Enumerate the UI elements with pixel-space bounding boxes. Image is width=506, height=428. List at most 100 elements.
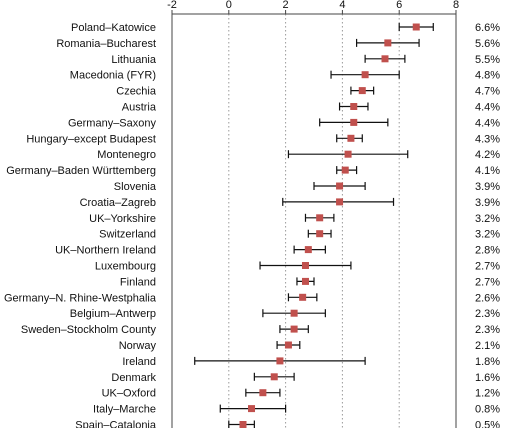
row-label: Slovenia (114, 181, 157, 193)
point-marker (284, 341, 292, 349)
row-label: Spain–Catalonia (75, 420, 157, 428)
point-marker (358, 87, 366, 95)
chart-rows: Poland–Katowice 6.6% Romania–Bucharest 5.6%… (4, 22, 500, 428)
point-marker (344, 150, 352, 158)
row-label: UK–Oxford (102, 388, 156, 400)
point-marker (336, 182, 344, 190)
chart-row: Denmark 1.6% (111, 372, 500, 384)
row-label: Sweden–Stockholm County (21, 324, 157, 336)
x-tick-label: 0 (226, 0, 232, 11)
value-label: 4.4% (475, 117, 500, 129)
row-label: Italy–Marche (93, 404, 156, 416)
value-label: 5.6% (475, 38, 500, 50)
chart-row: Spain–Catalonia 0.5% (75, 420, 500, 428)
value-label: 6.6% (475, 22, 500, 34)
chart-row: Finland 2.7% (120, 276, 500, 288)
chart-row: Montenegro 4.2% (97, 149, 500, 161)
row-label: Montenegro (97, 149, 156, 161)
x-tick-label: 4 (339, 0, 345, 11)
row-label: Austria (122, 102, 157, 114)
point-marker (290, 309, 298, 317)
chart-row: Slovenia 3.9% (114, 181, 500, 193)
x-axis: -2 0 2 4 6 8 (167, 0, 459, 428)
point-marker (276, 357, 284, 365)
row-label: Denmark (111, 372, 156, 384)
point-marker (248, 405, 256, 413)
value-label: 2.6% (475, 292, 500, 304)
row-label: Hungary–except Budapest (26, 133, 156, 145)
row-label: Norway (119, 340, 157, 352)
chart-row: Switzerland 3.2% (99, 229, 500, 241)
point-marker (361, 71, 369, 79)
chart-row: Sweden–Stockholm County 2.3% (21, 324, 500, 336)
chart-row: Romania–Bucharest 5.6% (56, 38, 500, 50)
point-marker (412, 23, 420, 31)
point-marker (301, 277, 309, 285)
row-label: Germany–Saxony (68, 117, 157, 129)
value-label: 3.2% (475, 229, 500, 241)
point-marker (259, 389, 267, 397)
value-label: 2.3% (475, 308, 500, 320)
value-label: 2.7% (475, 276, 500, 288)
point-marker (336, 198, 344, 206)
point-marker (384, 39, 392, 47)
row-label: Poland–Katowice (71, 22, 156, 34)
chart-row: Germany–Baden Württemberg 4.1% (6, 165, 500, 177)
value-label: 4.4% (475, 102, 500, 114)
value-label: 3.9% (475, 197, 500, 209)
row-label: Luxembourg (95, 261, 156, 273)
point-marker (290, 325, 298, 333)
value-label: 2.7% (475, 261, 500, 273)
value-label: 2.1% (475, 340, 500, 352)
point-marker (316, 230, 324, 238)
row-label: Germany–N. Rhine-Westphalia (4, 292, 157, 304)
row-label: Switzerland (99, 229, 156, 241)
x-tick-label: 6 (396, 0, 402, 11)
value-label: 3.2% (475, 213, 500, 225)
chart-row: Ireland 1.8% (122, 356, 500, 368)
value-label: 3.9% (475, 181, 500, 193)
chart-row: Macedonia (FYR) 4.8% (70, 70, 500, 82)
value-label: 0.5% (475, 420, 500, 428)
x-tick-label: -2 (167, 0, 177, 11)
value-label: 2.3% (475, 324, 500, 336)
row-label: Belgium–Antwerp (70, 308, 156, 320)
row-label: Ireland (122, 356, 156, 368)
chart-row: Luxembourg 2.7% (95, 261, 500, 273)
chart-row: Lithuania 5.5% (111, 54, 500, 66)
value-label: 4.7% (475, 86, 500, 98)
chart-row: Italy–Marche 0.8% (93, 404, 500, 416)
value-label: 1.8% (475, 356, 500, 368)
chart-row: UK–Yorkshire 3.2% (89, 213, 500, 225)
point-marker (270, 373, 278, 381)
row-label: Czechia (116, 86, 157, 98)
row-label: Lithuania (111, 54, 157, 66)
row-label: Germany–Baden Württemberg (6, 165, 156, 177)
chart-row: Austria 4.4% (122, 102, 501, 114)
row-label: UK–Yorkshire (89, 213, 156, 225)
chart-row: Poland–Katowice 6.6% (71, 22, 500, 34)
grid-lines (228, 14, 400, 428)
value-label: 0.8% (475, 404, 500, 416)
value-label: 4.3% (475, 133, 500, 145)
value-label: 4.1% (475, 165, 500, 177)
point-marker (381, 55, 389, 63)
value-label: 1.6% (475, 372, 500, 384)
chart-row: Germany–N. Rhine-Westphalia 2.6% (4, 292, 500, 304)
row-label: Finland (120, 276, 156, 288)
row-label: Macedonia (FYR) (70, 70, 156, 82)
point-marker (350, 118, 358, 126)
value-label: 2.8% (475, 245, 500, 257)
chart-row: Czechia 4.7% (116, 86, 500, 98)
value-label: 4.8% (475, 70, 500, 82)
value-label: 1.2% (475, 388, 500, 400)
point-marker (347, 134, 355, 142)
value-label: 4.2% (475, 149, 500, 161)
chart-row: UK–Northern Ireland 2.8% (55, 245, 500, 257)
chart-row: Germany–Saxony 4.4% (68, 117, 500, 129)
chart-row: Norway 2.1% (119, 340, 501, 352)
point-marker (239, 421, 247, 428)
point-marker (304, 246, 312, 254)
point-marker (301, 262, 309, 269)
